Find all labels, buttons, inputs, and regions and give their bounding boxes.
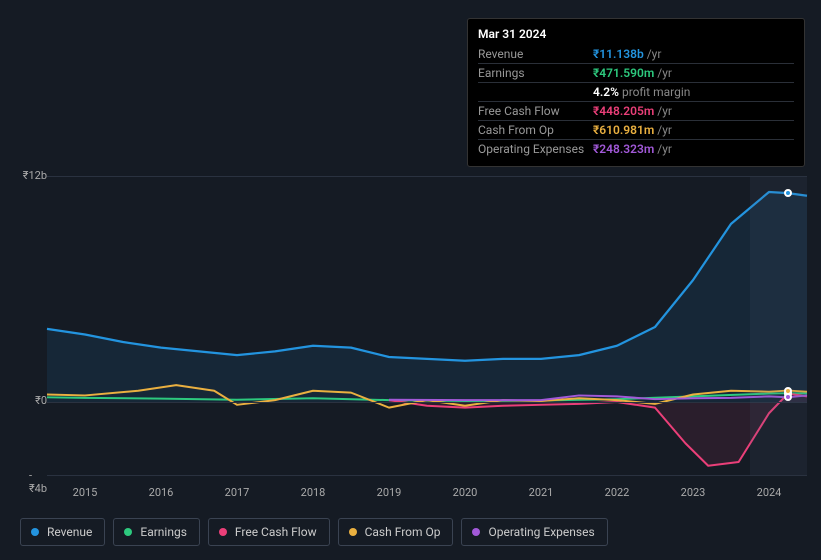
tooltip-metric-label: Operating Expenses xyxy=(478,142,593,156)
tooltip-metric-value: ₹471.590m xyxy=(593,66,654,80)
tooltip-metric-label: Cash From Op xyxy=(478,123,593,137)
y-axis-label: ₹0 xyxy=(35,394,47,407)
tooltip-metric-unit: /yr xyxy=(657,123,672,137)
chart-svg xyxy=(47,177,807,475)
tooltip-metric-value: ₹610.981m xyxy=(593,123,654,137)
legend-label: Cash From Op xyxy=(365,525,441,539)
legend-dot-icon xyxy=(349,528,357,536)
tooltip-metric-unit: /yr xyxy=(657,104,672,118)
legend-dot-icon xyxy=(472,528,480,536)
plot-region[interactable] xyxy=(47,176,807,476)
x-axis-label: 2023 xyxy=(681,486,706,499)
legend-dot-icon xyxy=(124,528,132,536)
tooltip-row: Free Cash Flow₹448.205m/yr xyxy=(478,101,794,120)
legend-dot-icon xyxy=(219,528,227,536)
legend-label: Free Cash Flow xyxy=(235,525,317,539)
tooltip-metric-label: Revenue xyxy=(478,47,593,61)
x-axis-label: 2016 xyxy=(149,486,174,499)
tooltip-metric-unit: /yr xyxy=(657,142,672,156)
legend-dot-icon xyxy=(31,528,39,536)
x-axis-label: 2017 xyxy=(225,486,250,499)
x-axis-label: 2020 xyxy=(453,486,478,499)
tooltip-metric-value: ₹11.138b xyxy=(593,47,644,61)
tooltip-date: Mar 31 2024 xyxy=(478,27,794,45)
legend-item[interactable]: Earnings xyxy=(113,518,200,546)
x-axis-label: 2018 xyxy=(301,486,326,499)
x-axis-label: 2024 xyxy=(757,486,782,499)
tooltip-margin-value: 4.2% xyxy=(593,85,619,99)
legend-item[interactable]: Cash From Op xyxy=(338,518,454,546)
chart-area[interactable]: ₹12b₹0-₹4b xyxy=(18,160,808,480)
tooltip-row: Revenue₹11.138b/yr xyxy=(478,45,794,63)
series-marker xyxy=(784,189,792,197)
x-axis: 2015 2016 2017 2018 2019 2020 2021 2022 2023 2024 xyxy=(47,486,807,502)
tooltip-metric-value: ₹448.205m xyxy=(593,104,654,118)
legend-item[interactable]: Revenue xyxy=(20,518,105,546)
tooltip-metric-value: ₹248.323m xyxy=(593,142,654,156)
tooltip-row: Earnings₹471.590m/yr xyxy=(478,63,794,82)
tooltip-rows: Revenue₹11.138b/yrEarnings₹471.590m/yr4.… xyxy=(478,45,794,158)
highlight-band xyxy=(750,177,807,475)
chart-tooltip: Mar 31 2024 Revenue₹11.138b/yrEarnings₹4… xyxy=(467,18,805,167)
legend-label: Revenue xyxy=(47,525,92,539)
x-axis-label: 2019 xyxy=(377,486,402,499)
legend-label: Operating Expenses xyxy=(488,525,594,539)
series-marker xyxy=(784,393,792,401)
legend-label: Earnings xyxy=(140,525,187,539)
x-axis-label: 2022 xyxy=(605,486,630,499)
tooltip-row: Cash From Op₹610.981m/yr xyxy=(478,120,794,139)
x-axis-label: 2021 xyxy=(529,486,554,499)
x-axis-label: 2015 xyxy=(73,486,98,499)
tooltip-row: Operating Expenses₹248.323m/yr xyxy=(478,139,794,158)
tooltip-metric-label: Earnings xyxy=(478,66,593,80)
tooltip-metric-label: Free Cash Flow xyxy=(478,104,593,118)
y-axis-label: ₹12b xyxy=(23,169,47,182)
legend-item[interactable]: Operating Expenses xyxy=(461,518,607,546)
y-axis-label: -₹4b xyxy=(29,469,47,495)
zero-gridline xyxy=(47,402,807,403)
tooltip-metric-unit: /yr xyxy=(647,47,662,61)
tooltip-metric-unit: /yr xyxy=(657,66,672,80)
tooltip-subrow: 4.2%profit margin xyxy=(478,82,794,101)
series-area xyxy=(47,192,807,402)
tooltip-margin-label: profit margin xyxy=(622,85,690,99)
legend: Revenue Earnings Free Cash Flow Cash From O… xyxy=(20,518,608,546)
legend-item[interactable]: Free Cash Flow xyxy=(208,518,330,546)
